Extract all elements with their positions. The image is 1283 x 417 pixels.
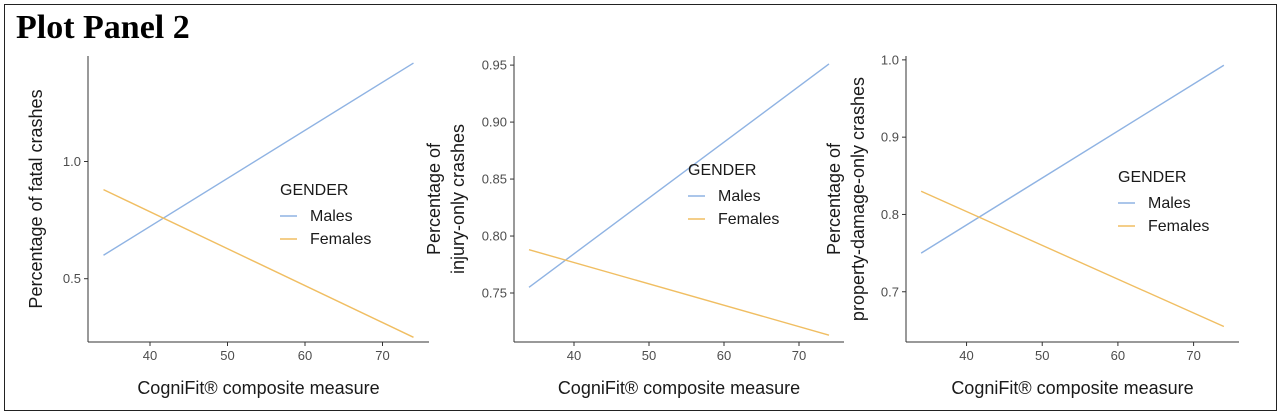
y-tick-label: 0.7 [881, 284, 899, 299]
x-axis-title: CogniFit® composite measure [137, 378, 379, 398]
x-tick-label: 50 [642, 348, 656, 363]
x-tick-label: 40 [567, 348, 581, 363]
figure-frame [4, 4, 1277, 411]
legend-title: GENDER [280, 182, 348, 199]
series-line-females [528, 249, 830, 336]
y-tick-label: 0.8 [881, 207, 899, 222]
x-axis-title: CogniFit® composite measure [951, 378, 1193, 398]
x-tick-label: 40 [959, 348, 973, 363]
y-tick-label: 1.0 [881, 52, 899, 67]
y-axis-title: Percentage of [824, 142, 844, 255]
series-line-males [103, 62, 414, 256]
legend-label-females: Females [310, 231, 371, 248]
y-axis-title: Percentage of [424, 142, 444, 255]
x-tick-label: 60 [1111, 348, 1125, 363]
y-axis-title: property-damage-only crashes [848, 77, 868, 321]
y-tick-label: 0.95 [482, 58, 507, 73]
series-line-females [103, 188, 414, 338]
y-tick-label: 0.75 [482, 286, 507, 301]
legend-label-males: Males [310, 208, 353, 225]
y-tick-label: 1.0 [63, 154, 81, 169]
y-tick-label: 0.5 [63, 271, 81, 286]
chart-injury-only-crashes: 40 50 60 70 0.75 0.80 0.85 0.90 0.95 CogniFit® co… [424, 56, 844, 398]
legend-label-males: Males [718, 188, 761, 205]
chart-fatal-crashes: 40 50 60 70 0.5 1.0 CogniFit® composite measur… [26, 56, 429, 398]
y-tick-label: 0.9 [881, 130, 899, 145]
legend-title: GENDER [688, 162, 756, 179]
y-tick-label: 0.85 [482, 172, 507, 187]
x-tick-label: 50 [1035, 348, 1049, 363]
legend-label-females: Females [718, 211, 779, 228]
series-line-males [920, 64, 1225, 254]
x-tick-label: 70 [1186, 348, 1200, 363]
y-tick-label: 0.90 [482, 115, 507, 130]
y-axis-title: injury-only crashes [448, 124, 468, 274]
chart-property-damage-crashes: 40 50 60 70 0.7 0.8 0.9 1.0 CogniFit® composite … [824, 52, 1239, 398]
series-line-females [920, 190, 1225, 328]
series-line-males [528, 63, 830, 288]
panel-title: Plot Panel 2 [16, 9, 190, 46]
x-tick-label: 60 [717, 348, 731, 363]
x-tick-label: 50 [220, 348, 234, 363]
y-axis-title: Percentage of fatal crashes [26, 89, 46, 308]
x-tick-label: 70 [375, 348, 389, 363]
x-tick-label: 60 [298, 348, 312, 363]
x-axis-title: CogniFit® composite measure [558, 378, 800, 398]
x-tick-label: 70 [792, 348, 806, 363]
y-tick-label: 0.80 [482, 229, 507, 244]
legend-label-males: Males [1148, 195, 1191, 212]
legend-label-females: Females [1148, 218, 1209, 235]
legend-title: GENDER [1118, 169, 1186, 186]
x-tick-label: 40 [143, 348, 157, 363]
